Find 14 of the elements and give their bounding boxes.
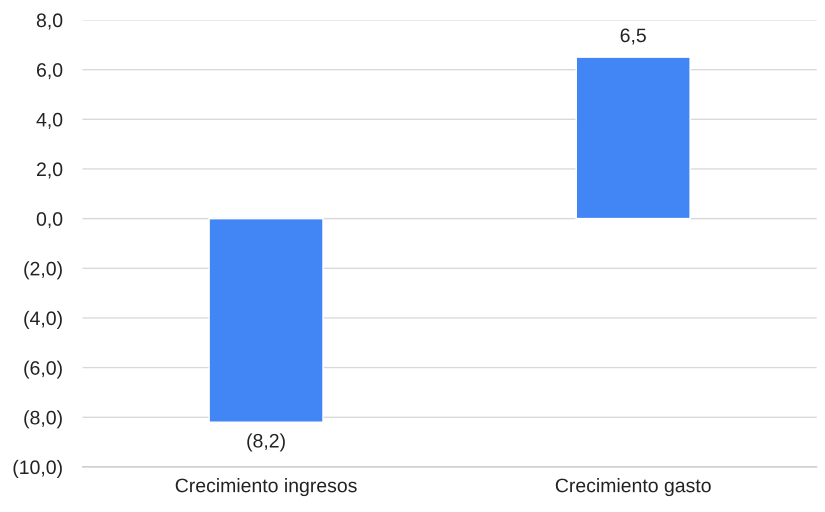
y-tick-label: 0,0	[36, 212, 62, 228]
y-tick-label: (6,0)	[24, 360, 62, 379]
data-label: 6,5	[620, 28, 646, 45]
y-tick-label: (2,0)	[24, 261, 62, 280]
y-tick-label: 4,0	[36, 112, 62, 129]
data-label: (8,2)	[247, 433, 285, 452]
y-tick-label: (10,0)	[13, 460, 62, 478]
y-tick-label: 8,0	[36, 13, 62, 30]
y-tick-label: 6,0	[37, 63, 62, 80]
x-tick-label: Crecimiento ingresos	[176, 478, 357, 496]
y-tick-label: (8,0)	[24, 410, 62, 428]
y-tick-label: (4,0)	[24, 310, 62, 330]
y-tick-label: 2,0	[37, 162, 62, 178]
x-tick-label: Crecimiento gasto	[556, 478, 711, 496]
